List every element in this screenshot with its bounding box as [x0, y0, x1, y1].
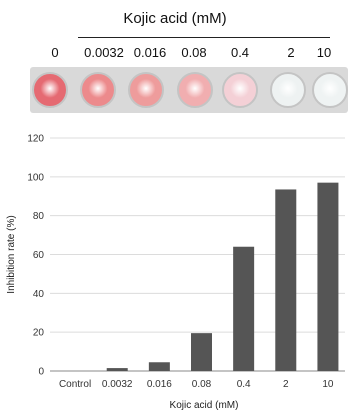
x-tick-label: 0.08 [192, 379, 212, 390]
y-tick-label: 40 [33, 289, 45, 300]
x-axis-label: Kojic acid (mM) [170, 400, 239, 411]
y-tick-label: 0 [38, 367, 44, 378]
bar [317, 182, 339, 371]
plate-label: 10 [316, 45, 332, 60]
well [222, 72, 258, 108]
plate-label: 0.4 [230, 45, 250, 60]
plate-label: 0 [51, 45, 59, 60]
well [177, 72, 213, 108]
bar [106, 368, 128, 371]
plate-label: 0.08 [181, 45, 207, 60]
bar [148, 362, 170, 371]
x-tick-label: 2 [283, 379, 289, 390]
x-tick-label: 0.0032 [102, 379, 133, 390]
title-rule [78, 37, 330, 38]
well [32, 72, 68, 108]
x-tick-label: 10 [322, 379, 334, 390]
y-tick-label: 80 [33, 211, 45, 222]
bar [191, 333, 212, 371]
well [312, 72, 348, 108]
y-tick-label: 60 [33, 250, 45, 261]
plate-label: 2 [287, 45, 295, 60]
well [80, 72, 116, 108]
x-tick-label: Control [59, 379, 91, 390]
well [270, 72, 306, 108]
y-tick-label: 120 [27, 134, 44, 145]
bar [275, 189, 297, 371]
well [128, 72, 164, 108]
plate-label: 0.016 [133, 45, 167, 60]
bar [233, 246, 255, 371]
y-tick-label: 20 [33, 328, 45, 339]
y-axis-label: Inhibition rate (%) [6, 215, 17, 293]
plate-title: Kojic acid (mM) [123, 10, 227, 27]
x-tick-label: 0.016 [147, 379, 172, 390]
y-tick-label: 100 [27, 172, 44, 183]
x-tick-label: 0.4 [237, 379, 251, 390]
plate-label: 0.0032 [84, 45, 124, 60]
